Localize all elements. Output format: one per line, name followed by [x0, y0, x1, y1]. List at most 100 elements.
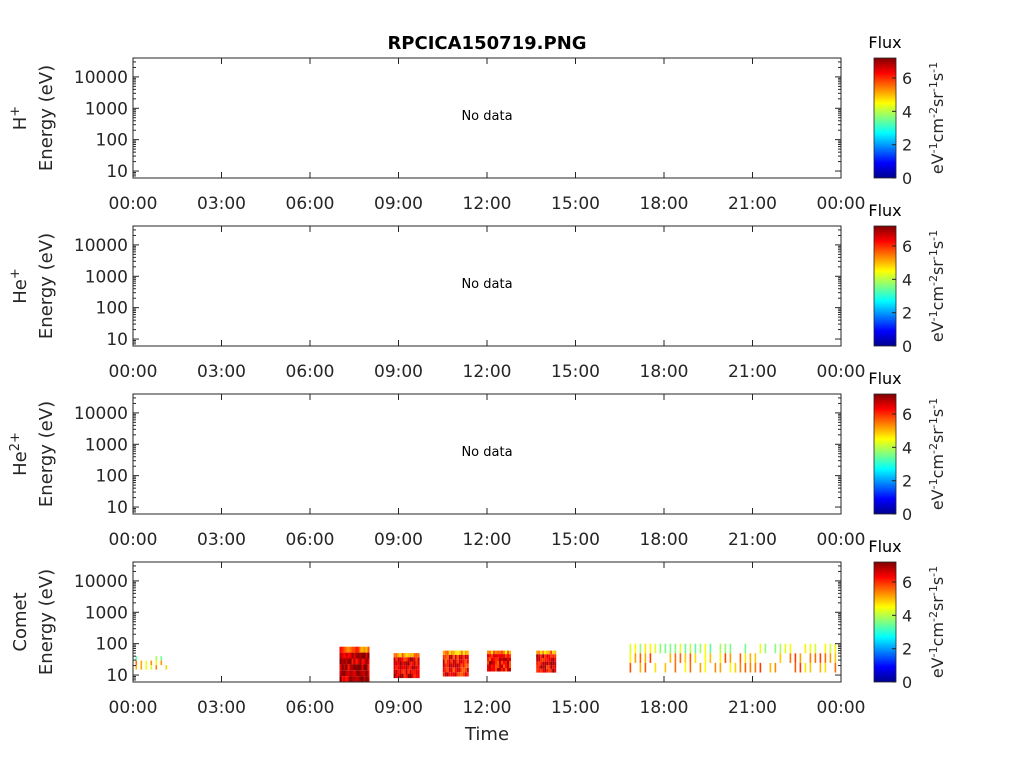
- colorbar-tick-label: 4: [902, 438, 912, 457]
- data-cell: [351, 658, 354, 665]
- data-cell: [499, 650, 501, 655]
- data-cell: [397, 653, 400, 658]
- data-cell: [401, 673, 404, 679]
- y-tick-label: 10000: [74, 572, 128, 592]
- data-cell: [456, 667, 459, 673]
- data-cell: [548, 661, 551, 666]
- data-cell: [150, 660, 153, 666]
- data-cell: [413, 661, 416, 666]
- data-cell: [487, 657, 489, 662]
- data-cell: [357, 652, 360, 659]
- data-cell: [462, 650, 465, 655]
- data-cell: [395, 653, 398, 658]
- data-cell: [491, 657, 493, 662]
- x-tick-label: 00:00: [817, 530, 866, 550]
- data-cell: [466, 672, 469, 677]
- colorbar-tick-label: 0: [902, 673, 912, 692]
- data-cell: [448, 672, 451, 677]
- data-cell: [363, 676, 366, 682]
- colorbar-tick-label: 0: [902, 169, 912, 188]
- data-cell: [709, 643, 712, 654]
- data-cell: [339, 670, 342, 677]
- data-cell: [759, 643, 762, 654]
- data-cell: [714, 662, 717, 673]
- data-cell: [546, 668, 549, 673]
- data-cell: [349, 676, 352, 682]
- data-cell: [409, 665, 412, 670]
- data-cell: [456, 672, 459, 677]
- data-cell: [401, 661, 404, 666]
- data-cell: [355, 646, 358, 653]
- data-cell: [554, 661, 557, 666]
- data-cell: [415, 673, 418, 679]
- data-cell: [448, 667, 451, 673]
- data-cell: [347, 676, 350, 682]
- data-cell: [415, 665, 418, 670]
- data-cell: [135, 660, 138, 666]
- y-tick-label: 1000: [85, 267, 128, 287]
- data-cell: [405, 657, 408, 662]
- data-cell: [462, 659, 465, 664]
- data-cell: [789, 643, 792, 654]
- data-cell: [357, 676, 360, 682]
- data-cell: [499, 664, 501, 668]
- data-cell: [540, 654, 543, 658]
- data-cell: [409, 653, 412, 658]
- data-cell: [413, 669, 416, 674]
- y-tick-label: 1000: [85, 99, 128, 119]
- data-cell: [417, 653, 420, 658]
- data-cell: [644, 662, 647, 673]
- x-tick-label: 18:00: [640, 698, 689, 718]
- data-cell: [704, 662, 707, 673]
- data-cell: [669, 653, 672, 663]
- data-cell: [345, 646, 348, 653]
- data-cell: [361, 676, 364, 682]
- data-cell: [413, 657, 416, 662]
- data-cell: [644, 653, 647, 663]
- x-tick-label: 21:00: [728, 362, 777, 382]
- data-cell: [550, 661, 553, 666]
- data-cell: [345, 670, 348, 677]
- data-cell: [644, 643, 647, 654]
- data-cell: [552, 668, 555, 673]
- data-cell: [538, 665, 541, 669]
- data-cell: [491, 661, 493, 665]
- data-cell: [834, 662, 837, 673]
- data-cell: [349, 664, 352, 671]
- data-cell: [401, 657, 404, 662]
- data-cell: [639, 653, 642, 663]
- data-cell: [719, 653, 722, 663]
- data-cell: [359, 652, 362, 659]
- data-cell: [495, 657, 497, 662]
- data-cell: [367, 670, 370, 677]
- data-cell: [679, 643, 682, 654]
- data-cell: [684, 653, 687, 663]
- data-cell: [495, 661, 497, 665]
- colorbar-tick-label: 2: [902, 304, 912, 323]
- data-cell: [536, 650, 539, 655]
- data-cell: [413, 665, 416, 670]
- data-cell: [446, 672, 449, 677]
- data-cell: [548, 657, 551, 662]
- data-cell: [634, 653, 637, 663]
- data-cell: [399, 653, 402, 658]
- data-cell: [442, 667, 445, 673]
- data-cell: [355, 676, 358, 682]
- data-cell: [538, 650, 541, 655]
- data-cell: [764, 643, 767, 654]
- data-cell: [343, 664, 346, 671]
- data-cell: [542, 668, 545, 673]
- data-cell: [347, 646, 350, 653]
- data-cell: [349, 652, 352, 659]
- data-cell: [729, 662, 732, 673]
- data-cell: [460, 672, 463, 677]
- data-cell: [505, 661, 507, 665]
- data-cell: [343, 658, 346, 665]
- x-tick-label: 18:00: [640, 530, 689, 550]
- data-cell: [744, 662, 747, 673]
- data-cell: [464, 672, 467, 677]
- data-cell: [353, 670, 356, 677]
- colorbar-title: Flux: [868, 369, 901, 388]
- data-cell: [664, 643, 667, 654]
